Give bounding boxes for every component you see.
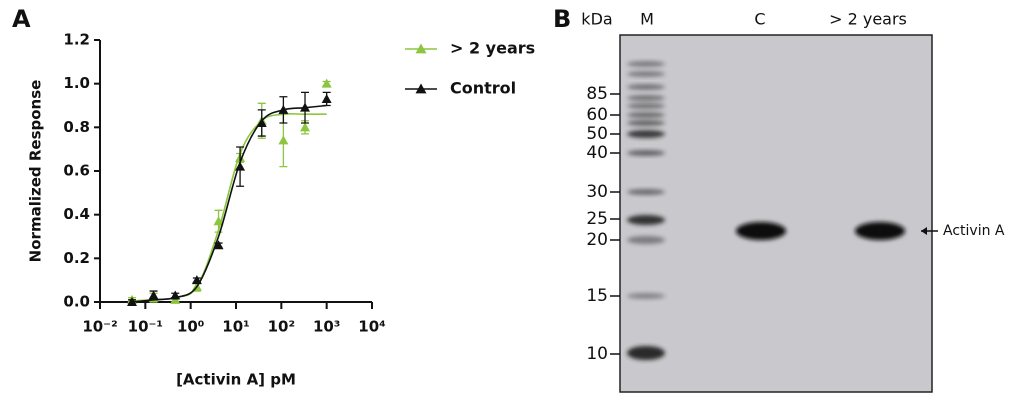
gel-header: C [754, 10, 765, 29]
ladder-band [627, 112, 665, 118]
data-point [278, 135, 289, 145]
legend-label: > 2 years [450, 39, 535, 58]
arrow-head [921, 227, 927, 235]
gel-image [619, 34, 933, 393]
marker-label: 20 [586, 230, 608, 250]
legend-marker [415, 83, 427, 94]
ladder-band [627, 215, 665, 225]
marker-label: 85 [586, 84, 608, 104]
marker-label: 10 [586, 344, 608, 364]
ladder-band [627, 71, 665, 77]
data-point [321, 78, 332, 88]
fit-curve [131, 112, 327, 302]
data-point [256, 117, 267, 127]
gel-header: M [640, 10, 654, 29]
ladder-band [627, 236, 665, 244]
data-point [300, 102, 311, 112]
ladder-band [627, 103, 665, 109]
gel-header: > 2 years [829, 10, 907, 29]
y-tick-label: 0.0 [63, 293, 90, 311]
data-point [213, 240, 224, 250]
y-tick-label: 1.2 [63, 31, 90, 49]
data-point [126, 297, 137, 306]
marker-label: 60 [586, 105, 608, 125]
data-point [170, 290, 181, 300]
sample-band [855, 222, 905, 240]
ladder-band [627, 95, 665, 101]
data-point [148, 290, 159, 300]
x-tick-label: 10³ [313, 318, 340, 336]
gel-header: kDa [581, 10, 612, 29]
data-point [300, 122, 311, 132]
x-tick-label: 10¹ [222, 318, 249, 336]
y-tick-label: 0.4 [63, 205, 90, 223]
x-tick-label: 10⁴ [358, 318, 385, 336]
x-tick-label: 10² [268, 318, 295, 336]
ladder-band [627, 61, 665, 67]
ladder-band [627, 130, 665, 138]
data-point [235, 161, 246, 171]
y-tick-label: 0.6 [63, 162, 90, 180]
data-point [213, 216, 224, 226]
ladder-band [627, 189, 665, 195]
data-point [278, 104, 289, 114]
y-tick-label: 1.0 [63, 74, 90, 92]
ladder-band [627, 84, 665, 90]
x-tick-label: 10⁻¹ [128, 318, 163, 336]
legend-marker [415, 43, 427, 54]
y-tick-label: 0.8 [63, 118, 90, 136]
x-tick-label: 10⁰ [177, 318, 204, 336]
ladder-band [627, 120, 665, 126]
panel-label: A [12, 5, 31, 33]
data-point [191, 275, 202, 285]
data-point [321, 93, 332, 103]
ladder-band [627, 293, 665, 299]
y-tick-label: 0.2 [63, 249, 90, 267]
marker-label: 30 [586, 182, 608, 202]
band-label: Activin A [943, 223, 1005, 239]
marker-label: 25 [586, 209, 608, 229]
marker-label: 50 [586, 124, 608, 144]
marker-label: 15 [586, 286, 608, 306]
ladder-band [627, 346, 665, 360]
sample-band [736, 222, 786, 240]
x-axis-title: [Activin A] pM [176, 371, 296, 389]
fit-curve [131, 104, 327, 303]
y-axis-title: Normalized Response [27, 80, 45, 263]
panel-label: B [553, 5, 571, 33]
marker-label: 40 [586, 143, 608, 163]
legend-label: Control [450, 79, 516, 98]
ladder-band [627, 150, 665, 156]
x-tick-label: 10⁻² [82, 318, 117, 336]
